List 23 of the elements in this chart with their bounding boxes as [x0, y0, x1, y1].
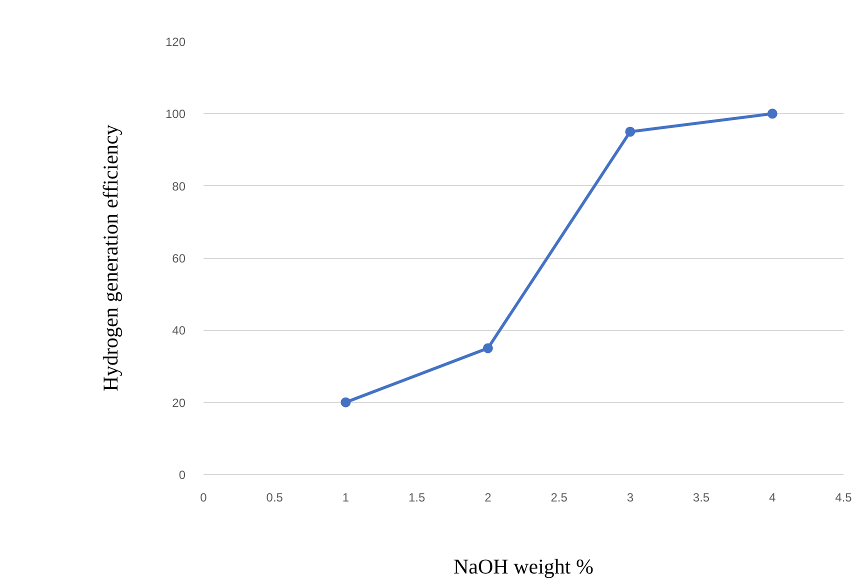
x-tick-label: 1 [342, 490, 350, 504]
y-tick-label: 100 [165, 107, 186, 122]
point [482, 343, 493, 354]
x-tick-label: 2 [484, 490, 492, 504]
y-tick-label: 0 [178, 468, 186, 482]
x-tick-label: 2.5 [550, 490, 568, 504]
y-tick-label: 20 [172, 396, 186, 410]
y-tick-label: 120 [165, 35, 186, 49]
x-tick-label: 4.5 [835, 490, 852, 504]
x-tick-label: 1.5 [408, 490, 426, 504]
point [767, 108, 778, 119]
point [625, 126, 636, 137]
y-axis-title: Hydrogen generation efficiency [98, 124, 122, 392]
y-tick-label: 60 [172, 252, 186, 266]
point [340, 397, 351, 408]
x-tick-label: 4 [769, 490, 776, 504]
x-axis-title: NaOH weight % [454, 554, 594, 578]
x-tick-label: 3.5 [692, 490, 710, 504]
x-tick-label: 0 [200, 490, 208, 504]
x-tick-label: 3 [626, 490, 634, 504]
y-tick-label: 40 [172, 324, 186, 338]
y-tick-label: 80 [172, 179, 186, 194]
x-tick-label: 0.5 [266, 490, 284, 504]
